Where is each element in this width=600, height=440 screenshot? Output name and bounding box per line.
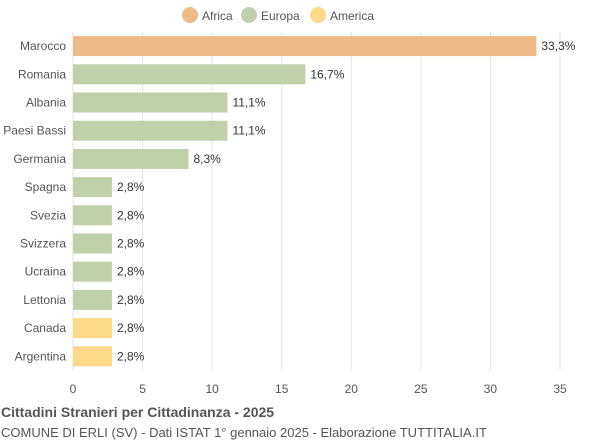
x-tick-label: 15 [275, 382, 289, 396]
category-label: Germania [13, 152, 66, 166]
x-tick-label: 35 [553, 382, 567, 396]
legend-marker-africa [182, 7, 198, 23]
chart-subtitle: COMUNE DI ERLI (SV) - Dati ISTAT 1° genn… [1, 425, 487, 440]
data-label: 2,8% [117, 237, 145, 251]
x-tick-label: 25 [414, 382, 428, 396]
data-label: 2,8% [117, 349, 145, 363]
x-tick-label: 10 [205, 382, 219, 396]
bar [73, 346, 112, 367]
bar [73, 120, 228, 141]
category-label: Svezia [30, 208, 66, 222]
category-label: Canada [24, 321, 66, 335]
data-label: 33,3% [541, 39, 575, 53]
category-label: Romania [18, 67, 66, 81]
data-label: 11,1% [232, 124, 265, 138]
legend-marker-europa [241, 7, 257, 23]
data-label: 2,8% [117, 321, 145, 335]
bar [73, 233, 112, 254]
bar [73, 36, 537, 57]
legend-label-europa: Europa [261, 9, 300, 23]
category-label: Spagna [25, 180, 67, 194]
category-label: Marocco [20, 39, 66, 53]
category-label: Argentina [15, 349, 67, 363]
category-label: Svizzera [20, 237, 66, 251]
data-label: 2,8% [117, 180, 145, 194]
bar-chart: 0 5 10 15 20 25 30 35 Marocco 33,3% Romania 16,7% Al… [3, 7, 576, 396]
bar [73, 148, 189, 169]
bar [73, 177, 112, 198]
legend-label-africa: Africa [202, 9, 233, 23]
bar [73, 289, 112, 310]
bar [73, 92, 228, 113]
x-tick-label: 20 [345, 382, 359, 396]
bar [73, 318, 112, 339]
data-label: 2,8% [117, 293, 145, 307]
category-label: Lettonia [23, 293, 66, 307]
x-tick-label: 30 [484, 382, 498, 396]
category-label: Paesi Bassi [3, 124, 66, 138]
x-tick-label: 0 [70, 382, 77, 396]
category-label: Ucraina [25, 265, 67, 279]
chart-title: Cittadini Stranieri per Cittadinanza - 2… [1, 404, 275, 420]
bar [73, 205, 112, 226]
data-label: 11,1% [232, 96, 265, 110]
data-label: 16,7% [310, 67, 344, 81]
category-label: Albania [26, 96, 66, 110]
x-tick-label: 5 [139, 382, 146, 396]
data-label: 2,8% [117, 265, 145, 279]
bar [73, 64, 306, 85]
legend-marker-america [310, 7, 326, 23]
data-label: 8,3% [193, 152, 221, 166]
legend-label-america: America [330, 9, 374, 23]
bar [73, 261, 112, 282]
data-label: 2,8% [117, 208, 145, 222]
